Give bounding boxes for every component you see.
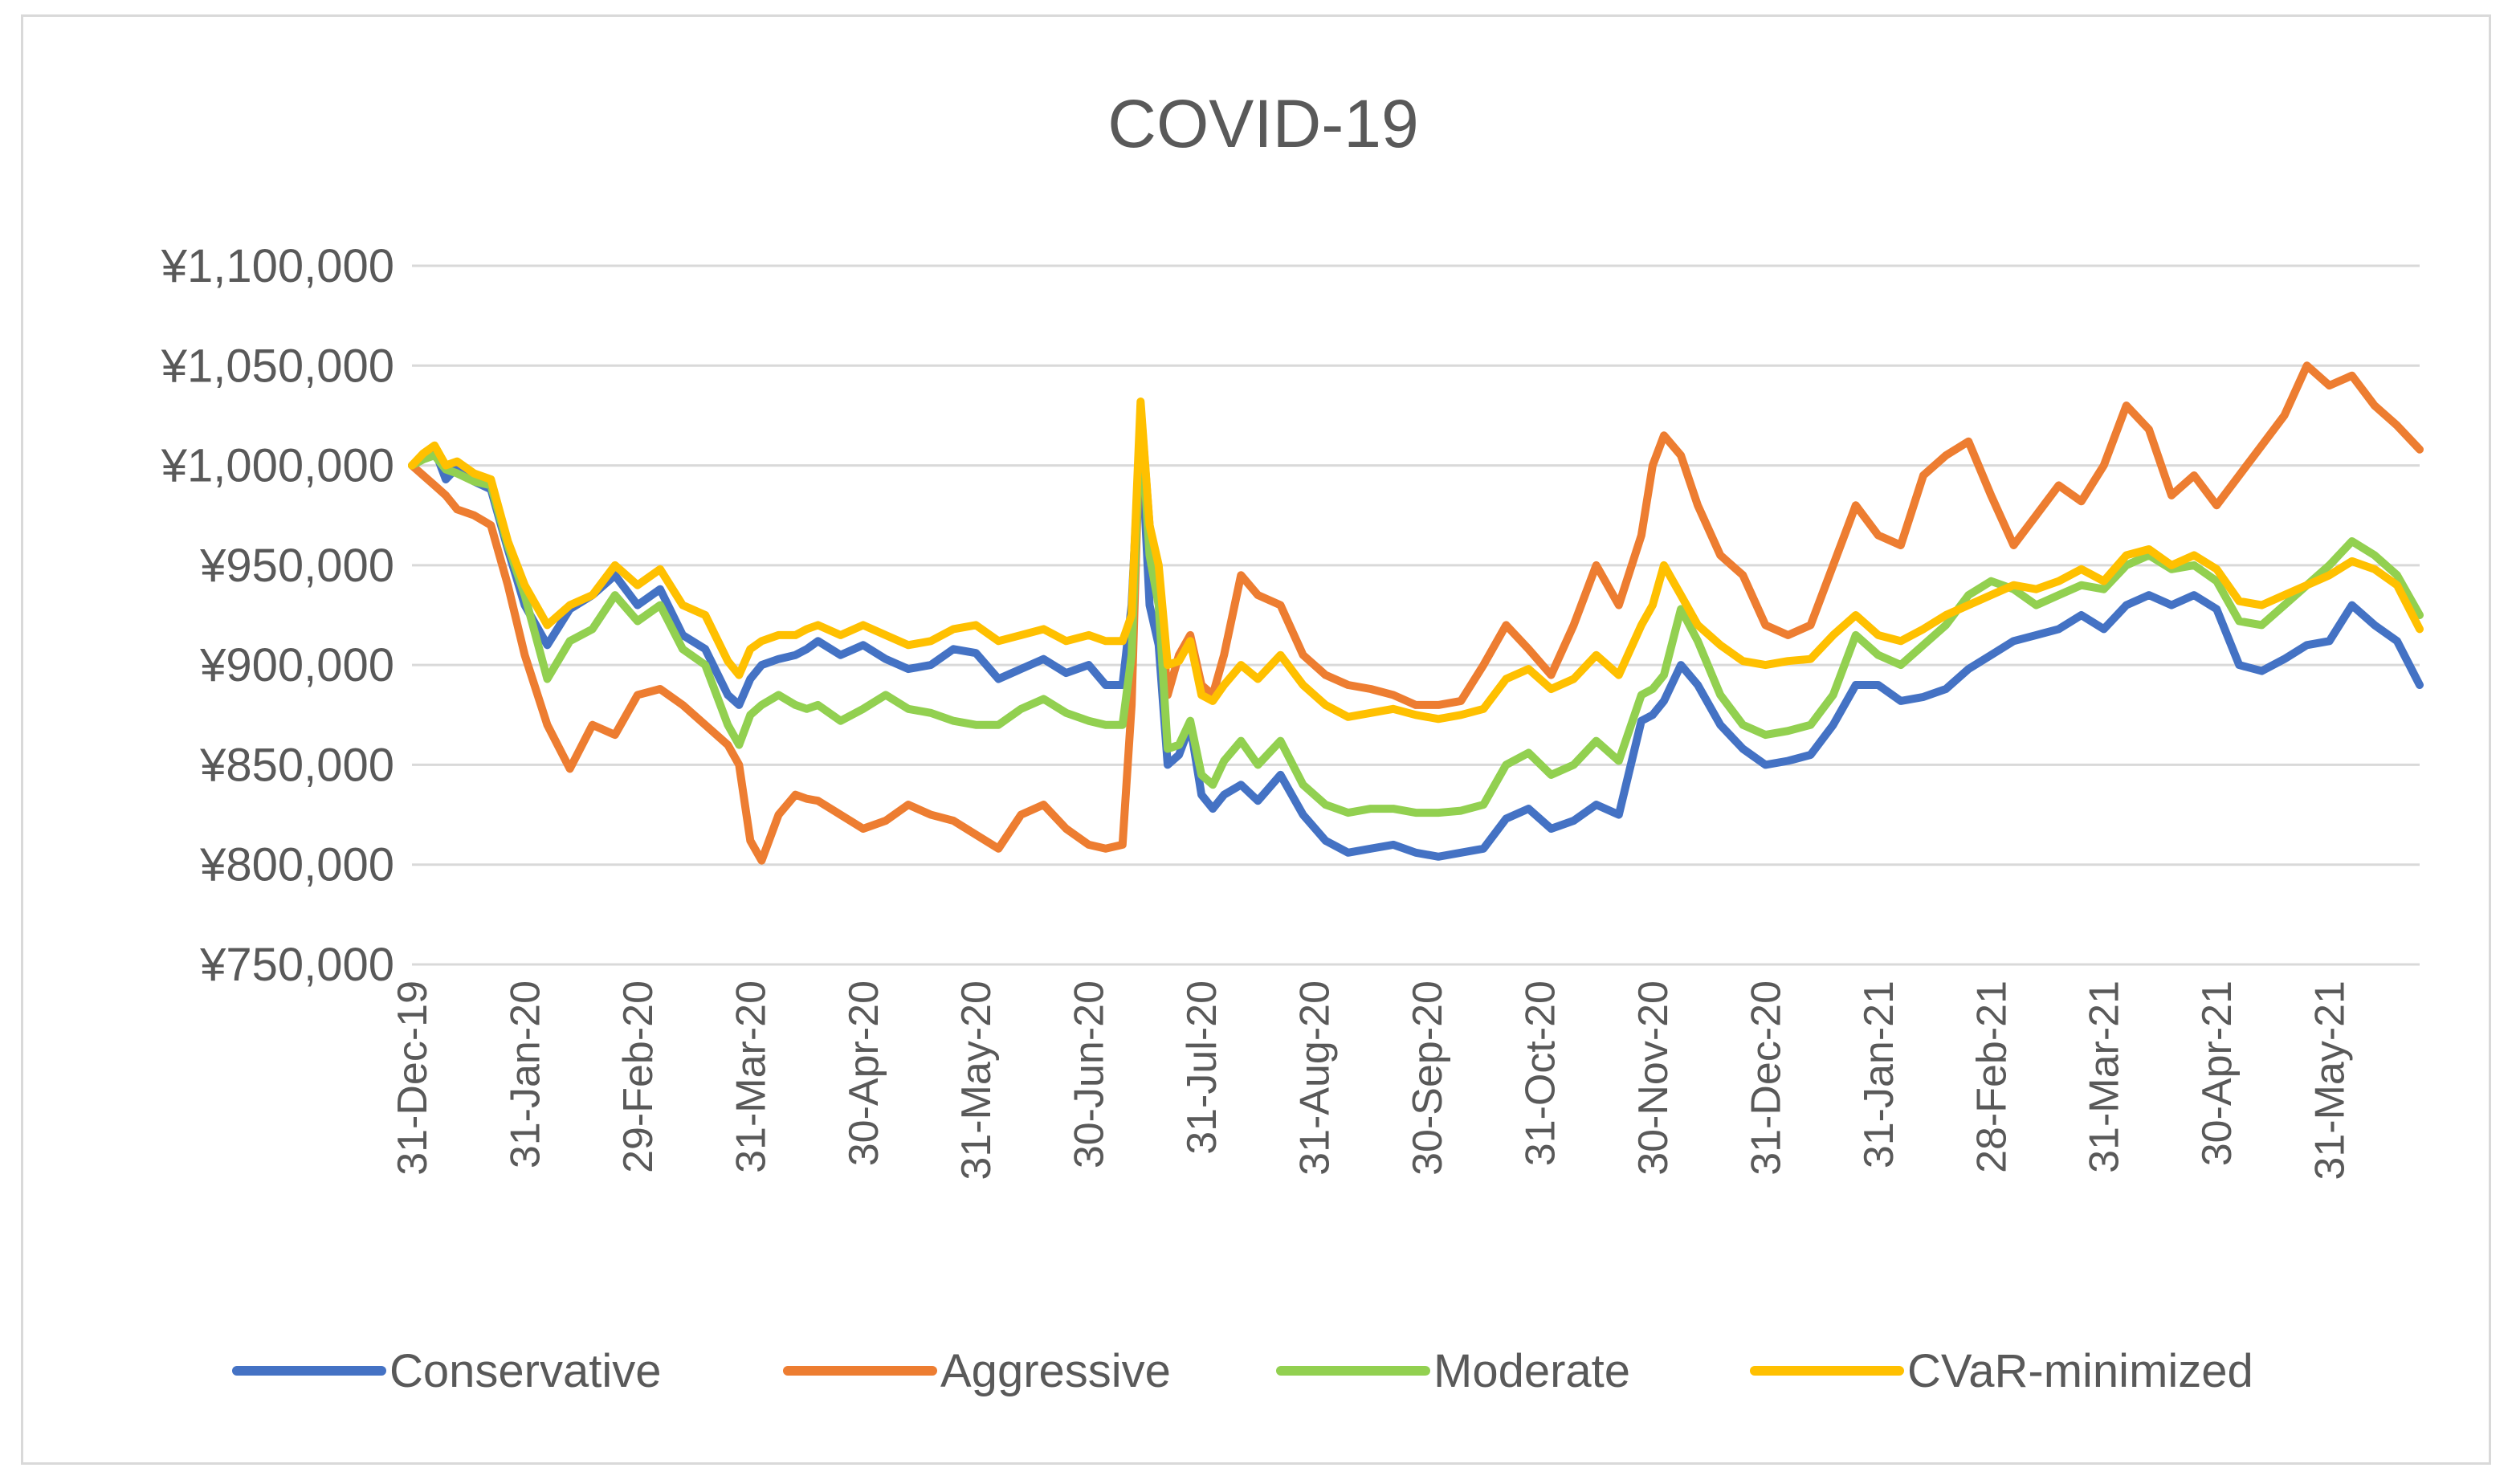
legend-label: Conservative <box>389 1345 661 1397</box>
series-lines <box>408 361 2424 865</box>
x-tick-label: 30-Sep-20 <box>1405 980 1451 1176</box>
x-tick-label: 31-Mar-21 <box>2082 980 2128 1173</box>
y-tick-label: ¥850,000 <box>199 739 394 791</box>
x-tick-label: 31-Dec-19 <box>389 980 436 1176</box>
y-tick-label: ¥1,100,000 <box>161 240 394 292</box>
x-tick-label: 31-Jan-21 <box>1856 980 1902 1168</box>
x-tick-label: 31-May-21 <box>2307 980 2354 1180</box>
chart-title: COVID-19 <box>1107 86 1418 161</box>
series-line-cvar-minimized <box>408 398 2424 724</box>
y-tick-label: ¥950,000 <box>199 540 394 592</box>
x-tick-label: 31-Aug-20 <box>1292 980 1339 1176</box>
y-tick-label: ¥900,000 <box>199 639 394 691</box>
legend-label: Aggressive <box>940 1345 1171 1397</box>
x-tick-label: 31-Mar-20 <box>728 980 774 1173</box>
series-line-aggressive <box>408 361 2424 865</box>
y-tick-label: ¥750,000 <box>199 939 394 991</box>
y-tick-label: ¥1,000,000 <box>161 440 394 492</box>
x-tick-label: 31-Jan-20 <box>502 980 548 1168</box>
x-tick-label: 31-May-20 <box>953 980 1000 1180</box>
x-tick-label: 31-Jul-20 <box>1179 980 1225 1155</box>
chart-svg: COVID-19 ¥750,000 ¥800,000 ¥850,000 ¥900,00… <box>161 86 2424 1397</box>
chart-frame: COVID-19 ¥750,000 ¥800,000 ¥850,000 ¥900,00… <box>21 14 2491 1465</box>
x-tick-label: 31-Oct-20 <box>1517 980 1564 1166</box>
x-tick-label: 30-Apr-20 <box>841 980 887 1166</box>
x-tick-label: 29-Feb-20 <box>615 980 662 1173</box>
y-tick-label: ¥1,050,000 <box>161 340 394 392</box>
y-axis-ticks: ¥750,000 ¥800,000 ¥850,000 ¥900,000 ¥950,000… <box>161 240 394 991</box>
series-line-conservative <box>408 421 2424 861</box>
x-tick-label: 31-Dec-20 <box>1743 980 1789 1176</box>
x-tick-label: 28-Feb-21 <box>1968 980 2015 1173</box>
x-axis-ticks: 31-Dec-19 31-Jan-20 29-Feb-20 31-Mar-20 30-A… <box>389 980 2354 1180</box>
legend: Conservative Aggressive Moderate CVaR-minim… <box>232 1345 2253 1397</box>
x-tick-label: 30-Nov-20 <box>1630 980 1677 1176</box>
series-line-moderate <box>408 411 2424 817</box>
y-tick-label: ¥800,000 <box>199 839 394 891</box>
legend-label: Moderate <box>1433 1345 1630 1397</box>
legend-label: CVaR-minimized <box>1907 1345 2253 1397</box>
x-tick-label: 30-Jun-20 <box>1066 980 1113 1168</box>
x-tick-label: 30-Apr-21 <box>2194 980 2241 1166</box>
